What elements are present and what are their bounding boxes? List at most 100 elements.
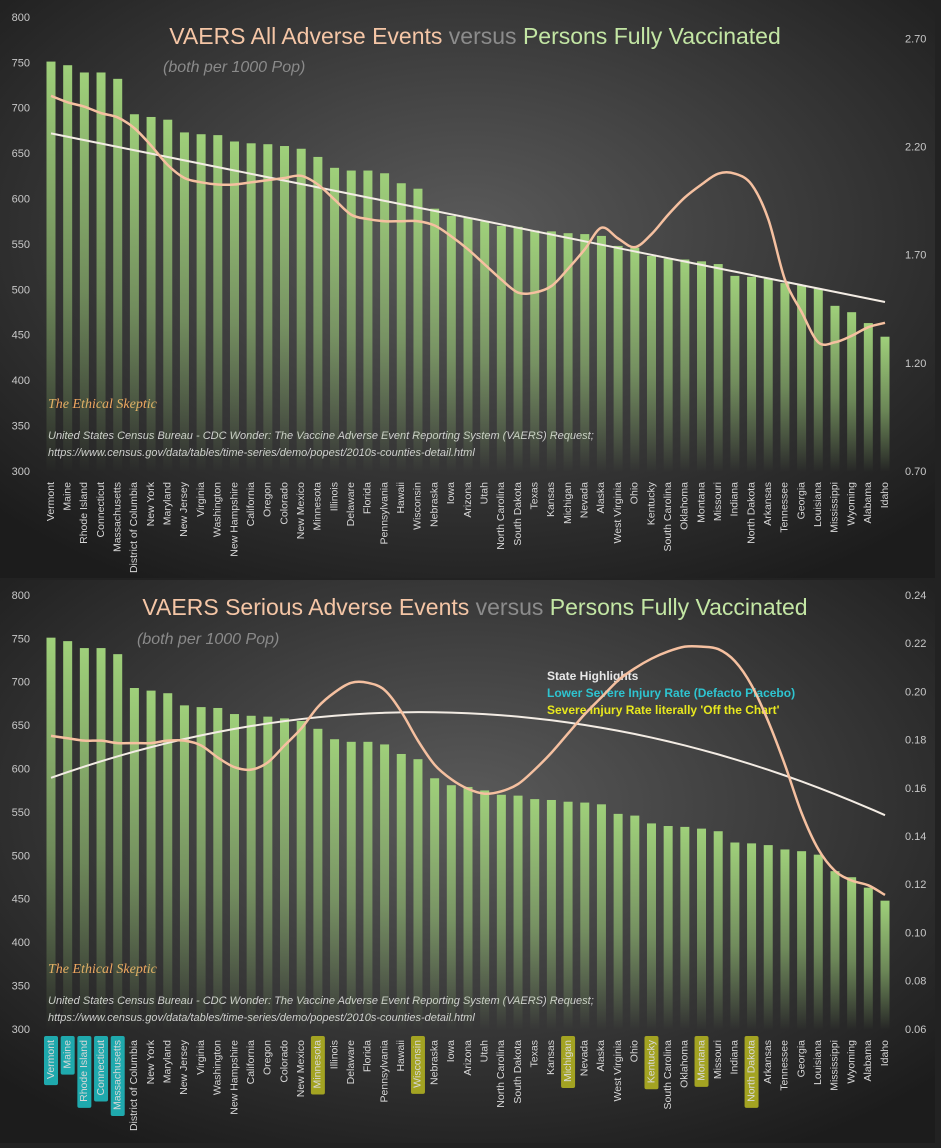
x-tick-label: New Hampshire <box>228 1040 240 1115</box>
bar <box>196 707 206 1030</box>
x-tick-label: North Carolina <box>495 1040 507 1108</box>
bar <box>563 801 573 1030</box>
y2-tick-label: 0.18 <box>905 735 926 747</box>
x-tick-label: Rhode Island <box>78 1040 90 1102</box>
x-tick-label: Illinois <box>328 482 340 511</box>
y-tick-label: 550 <box>12 239 30 251</box>
y2-tick-label: 0.12 <box>905 879 926 891</box>
x-tick-label: Ohio <box>629 1040 641 1062</box>
bar <box>847 312 857 472</box>
bar <box>613 813 623 1030</box>
bar <box>480 221 490 472</box>
bar <box>797 284 807 472</box>
x-tick-label: Alabama <box>862 482 874 524</box>
x-tick-label: Hawaii <box>395 482 407 514</box>
x-tick-label: Georgia <box>795 482 807 520</box>
x-tick-label: Connecticut <box>95 1040 107 1096</box>
bar <box>179 132 189 472</box>
x-tick-label: Arizona <box>462 1040 474 1076</box>
line-series <box>50 644 886 897</box>
category-highlight <box>94 1036 109 1102</box>
x-tick-label: Oklahoma <box>679 1040 691 1088</box>
bar <box>530 799 540 1030</box>
x-tick-label: New Mexico <box>295 482 307 539</box>
bar <box>747 843 757 1030</box>
y-tick-label: 400 <box>12 937 30 949</box>
x-tick-label: Arizona <box>462 482 474 518</box>
title-part: versus <box>449 23 517 49</box>
y2-tick-label: 0.20 <box>905 686 926 698</box>
bar <box>646 823 656 1030</box>
x-tick-label: North Carolina <box>495 482 507 550</box>
bar <box>880 336 890 472</box>
x-tick-label: Colorado <box>278 1040 290 1083</box>
bar <box>446 215 456 472</box>
bar <box>346 741 356 1030</box>
bar <box>713 264 723 472</box>
x-tick-label: Indiana <box>729 1040 741 1075</box>
line-series <box>50 94 886 347</box>
x-tick-label: Nevada <box>579 1040 591 1076</box>
x-tick-label: Connecticut <box>95 482 107 538</box>
bar <box>763 278 773 472</box>
bar <box>580 234 590 472</box>
y-tick-label: 750 <box>12 57 30 69</box>
y-tick-label: 300 <box>12 466 30 478</box>
annotation: Severe Injury Rate literally 'Off the Ch… <box>547 703 780 717</box>
title-part: Persons Fully Vaccinated <box>550 594 808 620</box>
bar <box>813 854 823 1030</box>
x-tick-label: District of Columbia <box>128 482 140 573</box>
x-tick-label: Kentucky <box>645 481 657 525</box>
chart-title: VAERS Serious Adverse Events versus Pers… <box>142 594 807 620</box>
y-tick-label: 450 <box>12 330 30 342</box>
x-tick-label: West Virginia <box>612 482 624 544</box>
x-tick-label: Minnesota <box>312 482 324 531</box>
y2-tick-label: 0.22 <box>905 638 926 650</box>
bar <box>446 785 456 1030</box>
chart-subtitle: (both per 1000 Pop) <box>163 59 305 76</box>
bar <box>63 641 73 1030</box>
bar <box>730 842 740 1030</box>
bar <box>113 654 123 1030</box>
bar <box>229 714 239 1030</box>
x-tick-label: Louisiana <box>812 1040 824 1085</box>
x-tick-label: South Carolina <box>662 1040 674 1110</box>
bar <box>46 61 56 473</box>
bar <box>513 795 523 1030</box>
bar <box>213 707 223 1030</box>
bar <box>596 804 606 1030</box>
x-tick-label: Montana <box>695 482 707 523</box>
x-tick-label: Tennessee <box>779 1040 791 1091</box>
x-tick-label: North Dakota <box>745 482 757 544</box>
bar <box>46 637 56 1030</box>
bar <box>330 739 340 1030</box>
y2-tick-label: 2.20 <box>905 142 926 154</box>
bar <box>747 276 757 472</box>
x-tick-label: Pennsylvania <box>378 482 390 545</box>
x-tick-label: Florida <box>362 1040 374 1072</box>
y2-tick-label: 0.16 <box>905 783 926 795</box>
category-highlight <box>410 1036 425 1094</box>
x-tick-label: Texas <box>529 1040 541 1067</box>
category-highlight <box>561 1036 576 1089</box>
bar <box>246 715 256 1030</box>
x-tick-label: New Jersey <box>178 481 190 537</box>
category-highlight <box>744 1036 759 1108</box>
category-highlight <box>77 1036 92 1108</box>
x-tick-label: Kentucky <box>645 1039 657 1083</box>
x-tick-label: Virginia <box>195 482 207 517</box>
y-tick-label: 800 <box>12 12 30 24</box>
x-tick-label: Maryland <box>162 482 174 525</box>
x-tick-label: Utah <box>478 1040 490 1062</box>
bar <box>380 173 390 472</box>
bar <box>313 156 323 472</box>
bar <box>613 245 623 472</box>
bar <box>646 255 656 472</box>
y-tick-label: 650 <box>12 720 30 732</box>
source-note: https://www.census.gov/data/tables/time-… <box>48 1012 475 1024</box>
annotation: State Highlights <box>547 669 639 683</box>
bar <box>563 233 573 472</box>
bar <box>813 288 823 472</box>
title-part: VAERS All Adverse Events <box>169 23 442 49</box>
